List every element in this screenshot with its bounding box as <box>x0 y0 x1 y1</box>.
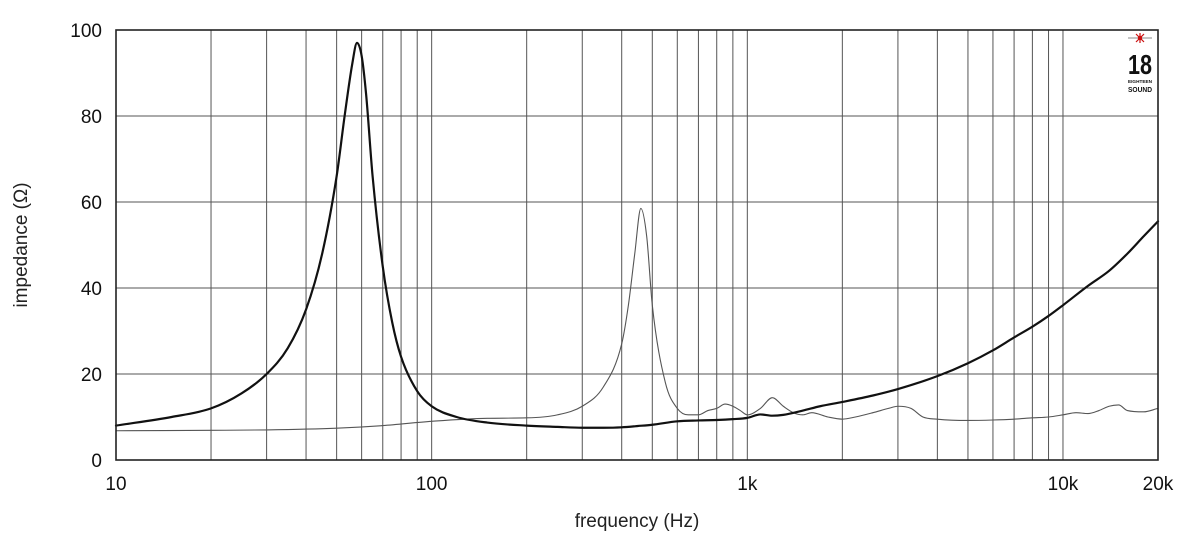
logo-word-2: SOUND <box>1128 85 1153 94</box>
y-tick-label: 100 <box>70 21 102 42</box>
chart-grid <box>116 30 1158 460</box>
plot-frame <box>115 29 1159 461</box>
x-tick-label: 1k <box>737 474 758 495</box>
x-tick-label: 10k <box>1048 474 1079 495</box>
y-tick-label: 40 <box>81 279 102 300</box>
star-icon <box>1128 33 1152 43</box>
logo-word-1: EIGHTEEN <box>1128 79 1152 84</box>
y-tick-label: 80 <box>81 107 102 128</box>
y-tick-labels: 0 20 40 60 80 100 <box>70 21 102 472</box>
impedance-line-secondary <box>115 207 1159 432</box>
brand-logo: 18 EIGHTEEN SOUND <box>1128 33 1153 94</box>
impedance-line-primary <box>114 41 1160 429</box>
y-tick-label: 20 <box>81 365 102 386</box>
chart-series-layer <box>114 41 1160 432</box>
x-tick-label: 100 <box>416 474 448 495</box>
y-axis-label: impedance (Ω) <box>11 182 32 307</box>
x-axis-label: frequency (Hz) <box>575 511 700 532</box>
y-tick-label: 60 <box>81 193 102 214</box>
y-tick-label: 0 <box>91 451 102 472</box>
x-tick-label: 20k <box>1143 474 1174 495</box>
star-center <box>1137 35 1143 41</box>
logo-number: 18 <box>1128 49 1152 80</box>
x-tick-labels: 10 100 1k 10k 20k <box>105 474 1173 495</box>
x-tick-label: 10 <box>105 474 126 495</box>
